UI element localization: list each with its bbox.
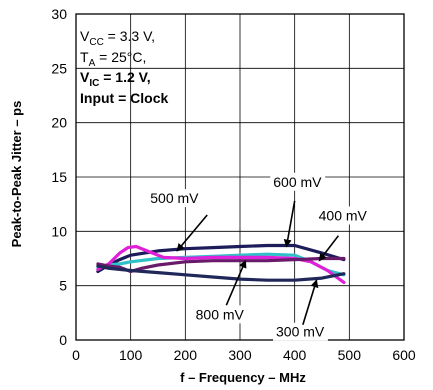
callout-arrow-600-mv <box>283 200 296 248</box>
y-axis-title: Peak-to-Peak Jitter – ps <box>9 101 24 248</box>
tick-labels: 0 100 200 300 400 500 600 0 5 10 15 20 25 30 <box>51 6 415 363</box>
y-tick-label: 30 <box>51 6 67 22</box>
x-tick-label: 100 <box>119 347 143 363</box>
y-tick-label: 15 <box>51 169 67 185</box>
condition-vic: VIC = 1.2 V, <box>80 69 151 89</box>
series-line-500-mv <box>96 243 346 274</box>
callout-arrow-800-mv <box>225 259 247 306</box>
callout-background <box>192 305 248 324</box>
callout-arrow-500-mv <box>176 214 208 252</box>
condition-ta: TA = 25°C, <box>80 49 146 69</box>
callout-label-300-mv: 300 mV <box>276 324 325 340</box>
x-tick-label: 600 <box>392 347 416 363</box>
x-tick-label: 400 <box>283 347 307 363</box>
series-line-800-mv <box>96 256 346 274</box>
callout-layer: 500 mV 600 mV 400 mV 800 mV 300 mV <box>147 172 371 341</box>
callout-background <box>273 322 328 341</box>
x-tick-label: 200 <box>174 347 198 363</box>
series-layer <box>96 243 346 284</box>
y-tick-label: 20 <box>51 115 67 131</box>
callout-arrow-300-mv <box>302 279 319 326</box>
plot-frame <box>75 13 405 341</box>
callout-label-800-mv: 800 mV <box>196 306 245 322</box>
callout-background <box>270 172 326 191</box>
callout-arrow-400-mv <box>318 235 340 262</box>
y-tick-label: 10 <box>51 223 67 239</box>
y-tick-label: 25 <box>51 60 67 76</box>
callout-label-500-mv: 500 mV <box>150 190 199 206</box>
series-line-300-mv <box>96 264 346 282</box>
y-tick-label: 5 <box>59 278 67 294</box>
conditions-box: VCC = 3.3 V, TA = 25°C, VIC = 1.2 V, Inp… <box>80 28 169 106</box>
y-tick-label: 0 <box>59 332 67 348</box>
x-axis-title: f – Frequency – MHz <box>180 370 306 385</box>
x-tick-label: 300 <box>228 347 252 363</box>
condition-input: Input = Clock <box>80 90 169 106</box>
x-tick-label: 500 <box>338 347 362 363</box>
callout-label-400-mv: 400 mV <box>319 207 368 223</box>
callout-background <box>147 189 203 208</box>
callout-background <box>315 206 371 225</box>
condition-vcc: VCC = 3.3 V, <box>80 28 155 48</box>
callout-label-600-mv: 600 mV <box>273 174 322 190</box>
x-tick-label: 0 <box>72 347 80 363</box>
